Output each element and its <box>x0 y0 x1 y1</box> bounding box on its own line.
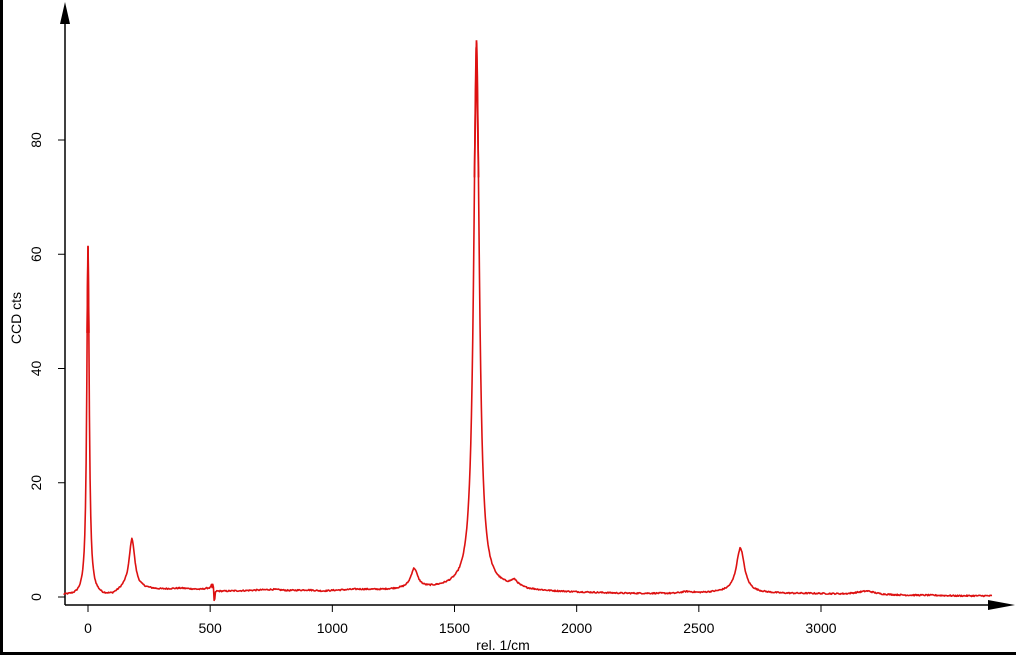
x-tick-label: 500 <box>198 620 222 636</box>
y-tick-label: 40 <box>28 361 44 377</box>
y-tick-label: 60 <box>28 246 44 262</box>
x-tick-label: 1500 <box>439 620 470 636</box>
x-tick-label: 1000 <box>317 620 348 636</box>
x-tick-label: 3000 <box>805 620 836 636</box>
peak-apex <box>86 245 90 333</box>
x-tick-label: 2500 <box>683 620 714 636</box>
y-axis-arrow <box>60 2 70 24</box>
x-axis-label: rel. 1/cm <box>476 637 530 653</box>
y-tick-label: 80 <box>28 132 44 148</box>
raman-spectrum-chart: 0 500 1000 1500 2000 2500 3000 0 20 40 60 80 rel. 1… <box>8 2 1015 653</box>
x-axis-arrow <box>988 600 1015 610</box>
x-tick-label: 2000 <box>561 620 592 636</box>
peak-apex <box>473 40 480 178</box>
y-tick-label: 20 <box>28 475 44 491</box>
ticks: 0 500 1000 1500 2000 2500 3000 0 20 40 60 80 <box>28 132 837 636</box>
x-tick-label: 0 <box>84 620 92 636</box>
spectrum-line <box>63 42 993 602</box>
y-axis-label: CCD cts <box>8 292 24 344</box>
labels: rel. 1/cm CCD cts <box>8 292 530 653</box>
series <box>63 40 993 602</box>
y-tick-label: 0 <box>28 593 44 601</box>
axes <box>60 2 1015 610</box>
